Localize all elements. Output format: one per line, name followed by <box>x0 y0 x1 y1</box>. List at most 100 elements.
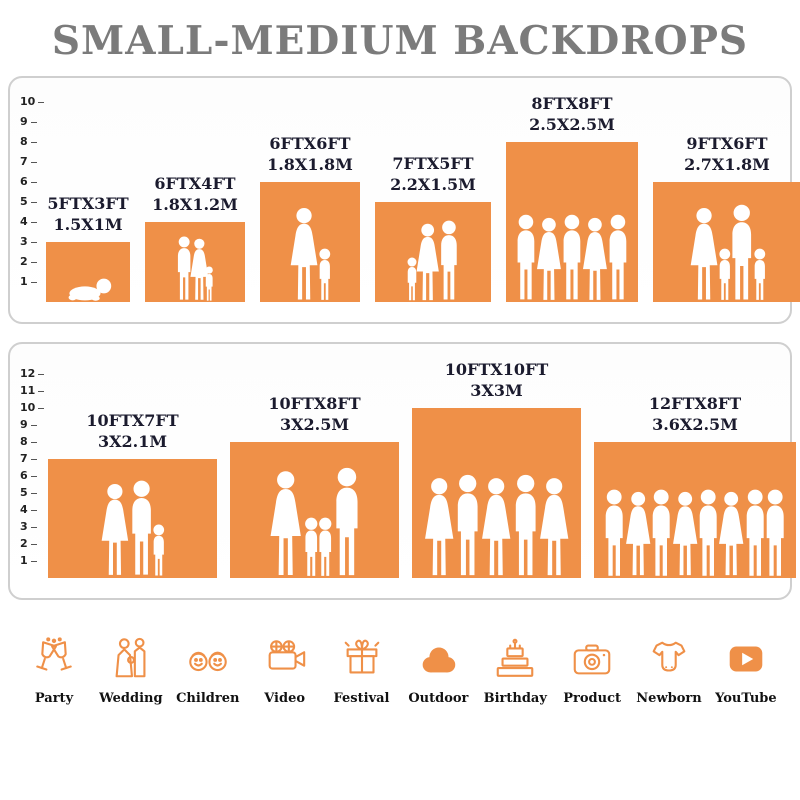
woman-silhouette <box>582 217 607 300</box>
y-axis-tick: 2 <box>20 537 37 551</box>
bar-group: 10FTX8FT 3X2.5M <box>230 393 399 578</box>
man-silhouette <box>336 467 358 575</box>
bar-group: 9FTX6FT 2.7X1.8M <box>653 133 800 302</box>
child-silhouette <box>205 266 214 301</box>
legend-label: Birthday <box>483 691 547 706</box>
woman-silhouette <box>190 239 208 301</box>
backdrop-bar <box>506 142 638 302</box>
y-axis-tick: 4 <box>20 215 37 229</box>
y-axis-tick: 1 <box>20 275 37 289</box>
legend-item-festival: Festival <box>326 634 398 706</box>
child-silhouette <box>719 248 730 300</box>
legend-label: Outdoor <box>408 691 469 706</box>
size-metric-label: 1.5X1M <box>53 214 123 234</box>
size-metric-label: 2.5X2.5M <box>529 114 615 134</box>
man-silhouette <box>766 489 784 576</box>
baby-silhouette <box>68 279 111 302</box>
man-silhouette <box>517 214 535 300</box>
legend-item-video: Video <box>249 634 321 706</box>
backdrop-bar <box>375 202 491 302</box>
birthday-icon <box>490 634 540 682</box>
bar-group: 6FTX6FT 1.8X1.8M <box>260 133 360 302</box>
man-silhouette <box>606 489 624 576</box>
video-icon <box>260 634 310 682</box>
child-silhouette <box>319 517 332 576</box>
legend-item-product: Product <box>556 634 628 706</box>
y-axis: 1 2 3 4 5 6 7 8 9 10 <box>20 84 46 302</box>
bar-size-label: 8FTX8FT 2.5X2.5M <box>529 93 615 135</box>
size-metric-label: 1.8X1.8M <box>267 154 353 174</box>
bar-size-label: 6FTX6FT 1.8X1.8M <box>267 133 353 175</box>
y-axis-tick: 5 <box>20 195 37 209</box>
backdrop-bar <box>145 222 245 302</box>
legend-label: Children <box>176 691 240 706</box>
chart-area: 1 2 3 4 5 6 7 8 9 10 11 12 10FTX7FT 3X2.1M 10FTX8FT 3X… <box>18 350 796 578</box>
man-silhouette <box>609 214 627 300</box>
man-silhouette <box>652 489 670 576</box>
woman-silhouette <box>672 492 697 576</box>
child-silhouette <box>319 248 331 300</box>
legend-item-outdoor: Outdoor <box>402 634 474 706</box>
y-axis-tick: 10 <box>20 95 45 109</box>
woman-silhouette <box>416 223 440 300</box>
legend-item-newborn: Newborn <box>633 634 705 706</box>
bar-group: 6FTX4FT 1.8X1.2M <box>145 173 245 302</box>
man-silhouette <box>699 489 717 576</box>
bar-size-label: 6FTX4FT 1.8X1.2M <box>152 173 238 215</box>
size-metric-label: 3X3M <box>470 380 523 400</box>
child-silhouette <box>407 257 417 301</box>
size-metric-label: 3X2.5M <box>279 414 350 434</box>
bar-group: 10FTX10FT 3X3M <box>412 359 581 578</box>
legend-label: YouTube <box>715 691 777 706</box>
newborn-icon <box>644 634 694 682</box>
festival-icon <box>337 634 387 682</box>
legend-label: Newborn <box>636 691 702 706</box>
legend-item-wedding: Wedding <box>95 634 167 706</box>
size-chart-panel-medium: 1 2 3 4 5 6 7 8 9 10 11 12 10FTX7FT 3X2.1M 10FTX8FT 3X… <box>8 342 796 600</box>
bar-group: 5FTX3FT 1.5X1M <box>46 193 130 302</box>
y-axis-tick: 2 <box>20 255 37 269</box>
legend-label: Wedding <box>99 691 163 706</box>
y-axis-tick: 6 <box>20 175 37 189</box>
children-icon <box>183 634 233 682</box>
legend-item-birthday: Birthday <box>479 634 551 706</box>
page-title: SMALL-MEDIUM BACKDROPS <box>51 18 749 64</box>
y-axis-tick: 10 <box>20 401 45 415</box>
y-axis-tick: 8 <box>20 135 37 149</box>
woman-silhouette <box>690 207 718 300</box>
woman-silhouette <box>482 478 511 575</box>
y-axis-tick: 7 <box>20 452 37 466</box>
y-axis-tick: 11 <box>20 384 45 398</box>
size-ft-label: 10FTX7FT <box>86 410 179 430</box>
y-axis-tick: 5 <box>20 486 37 500</box>
woman-silhouette <box>719 492 744 576</box>
y-axis-tick: 7 <box>20 155 37 169</box>
bar-group: 12FTX8FT 3.6X2.5M <box>594 393 796 578</box>
bar-group: 8FTX8FT 2.5X2.5M <box>506 93 638 302</box>
backdrop-bar <box>594 442 796 578</box>
backdrop-bar <box>230 442 399 578</box>
backdrop-bar <box>46 242 130 302</box>
youtube-icon <box>721 634 771 682</box>
child-silhouette <box>153 524 165 576</box>
y-axis-tick: 3 <box>20 235 37 249</box>
product-icon <box>567 634 617 682</box>
child-silhouette <box>304 517 318 576</box>
size-chart-panel-small: 1 2 3 4 5 6 7 8 9 10 5FTX3FT 1.5X1M 6FTX4FT 1.8X1.2M… <box>8 76 800 324</box>
woman-silhouette <box>540 478 569 575</box>
y-axis-tick: 4 <box>20 503 37 517</box>
bars-row: 5FTX3FT 1.5X1M 6FTX4FT 1.8X1.2M 6FTX6FT 1.8X1… <box>46 93 800 302</box>
bar-size-label: 7FTX5FT 2.2X1.5M <box>390 153 476 195</box>
chart-area: 1 2 3 4 5 6 7 8 9 10 5FTX3FT 1.5X1M 6FTX4FT 1.8X1.2M… <box>18 84 800 302</box>
woman-silhouette <box>625 492 651 576</box>
man-silhouette <box>457 474 478 575</box>
bars-row: 10FTX7FT 3X2.1M 10FTX8FT 3X2.5M 10FTX10FT 3X3… <box>48 359 796 578</box>
woman-silhouette <box>290 207 318 300</box>
infographic-page: SMALL-MEDIUM BACKDROPS 1 2 3 4 5 6 7 8 9 10 5FTX3… <box>8 18 800 706</box>
size-metric-label: 3X2.1M <box>97 431 168 451</box>
bar-size-label: 5FTX3FT 1.5X1M <box>47 193 128 235</box>
man-silhouette <box>440 220 457 300</box>
backdrop-bar <box>653 182 800 302</box>
man-silhouette <box>132 481 151 576</box>
size-ft-label: 6FTX4FT <box>154 173 236 193</box>
